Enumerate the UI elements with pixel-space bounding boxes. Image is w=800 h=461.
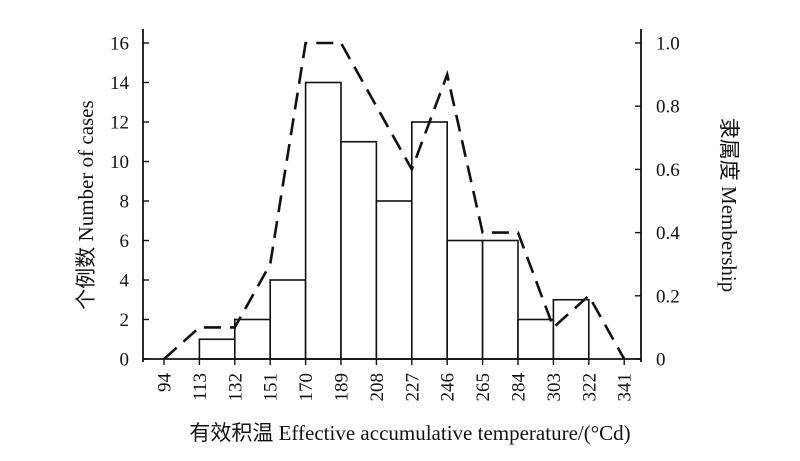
x-tick-label: 170 <box>296 373 317 402</box>
y-left-tick-label: 12 <box>110 113 129 134</box>
histogram-bar <box>410 121 448 360</box>
membership-line-group <box>163 41 626 360</box>
y-left-tick-label: 8 <box>120 192 130 213</box>
histogram-bar <box>304 81 342 360</box>
x-tick-label: 94 <box>155 373 176 393</box>
x-tick-label: 151 <box>261 373 282 402</box>
histogram-bar <box>269 279 307 360</box>
histogram-bar <box>198 338 236 360</box>
axes-group <box>142 29 642 362</box>
histogram-bar <box>446 239 484 360</box>
x-tick-label: 113 <box>190 373 211 401</box>
histogram-bar <box>517 318 555 360</box>
x-tick-label: 303 <box>544 373 565 402</box>
y-axis-right-title: 隶属度 Membership <box>717 118 741 292</box>
histogram-bar <box>481 239 519 360</box>
x-axis-title: 有效积温 Effective accumulative temperature/… <box>189 421 630 445</box>
y-right-tick-label: 0.2 <box>656 286 680 307</box>
y-right-tick-label: 0.8 <box>656 97 680 118</box>
bars-group <box>198 81 590 360</box>
x-tick-label: 341 <box>615 373 636 402</box>
y-left-tick-label: 10 <box>110 152 129 173</box>
histogram-bar <box>375 200 413 360</box>
y-left-tick-label: 0 <box>120 350 130 371</box>
histogram-bar <box>552 298 590 360</box>
x-tick-label: 265 <box>473 373 494 402</box>
y-left-tick-label: 4 <box>120 271 130 292</box>
y-right-tick-label: 0.6 <box>656 160 680 181</box>
x-tick-label: 208 <box>367 373 388 402</box>
x-tick-label: 189 <box>332 373 353 402</box>
y-left-tick-label: 6 <box>120 231 130 252</box>
membership-dashed-line <box>163 41 626 360</box>
y-axis-left-title: 个例数 Number of cases <box>74 100 98 309</box>
x-tick-label: 246 <box>438 373 459 402</box>
x-tick-label: 284 <box>509 373 530 402</box>
x-tick-label: 227 <box>402 373 423 402</box>
histogram-bar <box>234 318 272 360</box>
y-right-tick-label: 0.4 <box>656 223 680 244</box>
y-right-tick-label: 0 <box>656 350 666 371</box>
y-right-tick-label: 1.0 <box>656 34 680 55</box>
y-left-tick-label: 14 <box>110 73 130 94</box>
x-tick-label: 132 <box>225 373 246 402</box>
x-tick-label: 322 <box>579 373 600 402</box>
histogram-bar <box>340 140 378 360</box>
y-left-tick-label: 16 <box>110 34 129 55</box>
y-left-tick-label: 2 <box>120 310 130 331</box>
